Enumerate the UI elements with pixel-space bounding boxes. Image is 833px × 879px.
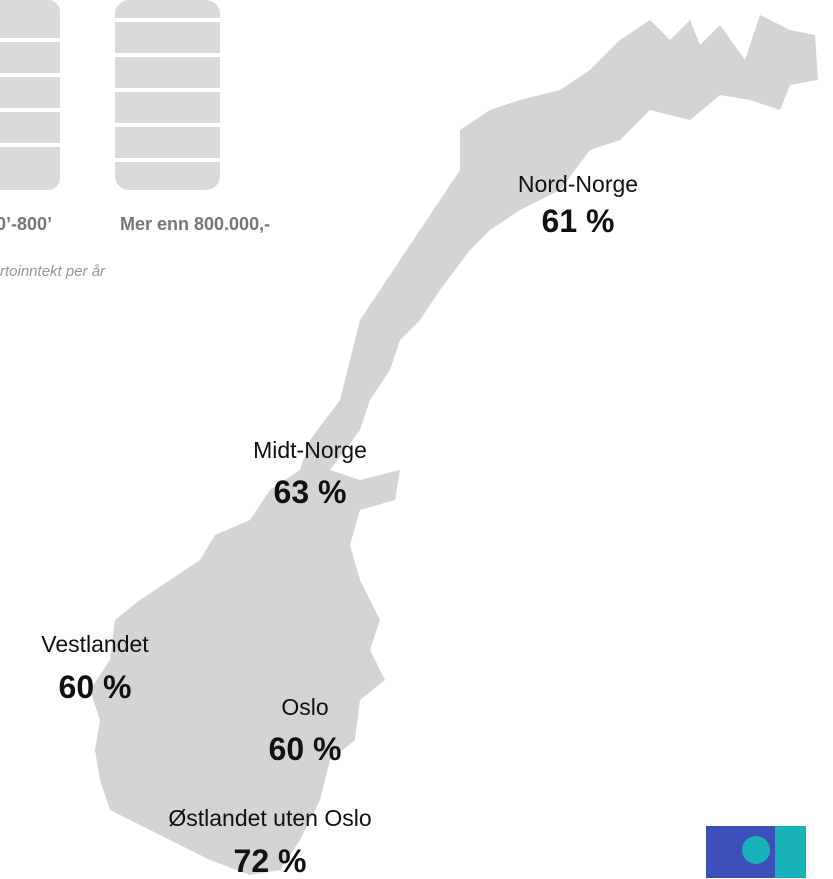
region-name: Nord-Norge [518, 171, 638, 197]
coin-label: Mer enn 800.000,- [120, 214, 270, 234]
region-value: 61 % [542, 203, 615, 239]
region-name: Vestlandet [41, 631, 149, 657]
region-value: 60 % [269, 731, 342, 767]
note: rtoinntekt per år [0, 263, 106, 280]
region-name: Østlandet uten Oslo [168, 805, 371, 831]
region-value: 63 % [274, 474, 347, 510]
coin-stack [0, 0, 220, 190]
coin-label: 0’-800’ [0, 214, 52, 234]
region-value: 60 % [59, 669, 132, 705]
region-value: 72 % [234, 843, 307, 879]
region-name: Midt-Norge [253, 437, 367, 463]
norway-map [90, 15, 818, 875]
logo [706, 826, 806, 878]
region-name: Oslo [281, 694, 328, 720]
